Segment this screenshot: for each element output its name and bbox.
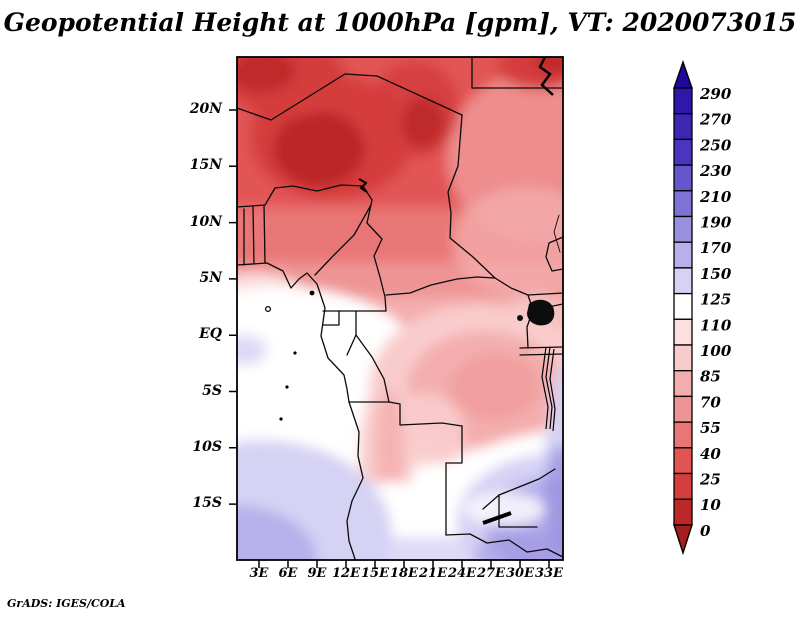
colorbar-segment [673,498,693,526]
colorbar-level-label: 55 [700,419,721,437]
colorbar-level-label: 100 [700,342,732,360]
x-axis-tick-label: 3E [249,566,269,581]
map-field [237,57,563,560]
colorbar-level-label: 85 [700,368,721,386]
colorbar-level-label: 250 [699,136,732,154]
colorbar-segment [673,421,693,449]
colorbar-level-label: 170 [700,239,732,257]
colorbar-segment [673,370,693,398]
colorbar-segment [673,267,693,295]
x-axis-tick-label: 18E [390,566,418,581]
x-axis-tick-label: 15E [361,566,389,581]
lakes-and-rivers [265,57,556,525]
x-axis-tick-label: 27E [477,566,505,581]
y-axis-tick-label: 15S [192,495,222,512]
x-axis-tick-label: 6E [278,566,298,581]
colorbar-level-label: 0 [700,522,711,540]
colorbar-segment [673,344,693,372]
colorbar-level-label: 10 [700,496,721,514]
lake-chad [358,178,368,193]
y-axis-tick-label: EQ [199,326,222,343]
lake-victoria [527,299,555,326]
colorbar-segment [673,215,693,243]
river-nile [538,57,554,96]
y-axis-tick-label: 15N [189,157,222,174]
colorbar-segment [673,292,693,320]
colorbar-level-label: 110 [700,316,732,334]
colorbar: 0 10 25 40 55 70 85 100 110 125 150 170 190 210 230 250… [673,59,732,556]
y-axis-tick-label: 10S [192,438,222,455]
colorbar-level-label: 125 [700,291,731,309]
y-axis-tick-label: 5N [199,269,222,286]
axis-ticks [229,109,550,568]
colorbar-segment [673,164,693,192]
coastline [237,262,364,560]
colorbar-segment [673,113,693,141]
x-axis-tick-label: 33E [535,566,563,581]
colorbar-segment [673,87,693,115]
x-axis-tick-label: 24E [448,566,476,581]
x-axis-tick-label: 30E [506,566,534,581]
colorbar-segment [673,138,693,166]
colorbar-level-label: 40 [700,445,721,463]
colorbar-level-label: 150 [700,265,732,283]
map-frame [236,56,564,561]
colorbar-level-label: 190 [700,214,732,232]
x-axis-tick-label: 9E [307,566,327,581]
colorbar-arrow-bottom [673,524,693,556]
lake-tanganyika [541,346,556,432]
colorbar-level-label: 290 [699,85,732,103]
colorbar-level-label: 270 [699,111,732,129]
colorbar-segment [673,472,693,500]
source-credit: GrADS: IGES/COLA [7,597,126,610]
colorbar-arrow-top [673,59,693,89]
country-borders [237,57,563,560]
colorbar-segment [673,395,693,423]
lake-slash [482,511,512,525]
y-axis-tick-label: 10N [189,213,222,230]
colorbar-level-label: 230 [699,162,732,180]
x-axis-tick-label: 21E [419,566,447,581]
colorbar-segment [673,318,693,346]
colorbar-segment [673,447,693,475]
plot-title: Geopotential Height at 1000hPa [gpm], VT… [3,8,797,37]
island-bioko [309,290,315,296]
colorbar-segment [673,241,693,269]
colorbar-segment [673,190,693,218]
x-axis-tick-label: 12E [332,566,360,581]
colorbar-level-label: 70 [700,393,721,411]
colorbar-level-label: 210 [699,188,732,206]
y-axis-tick-label: 20N [189,101,222,117]
y-axis-tick-label: 5S [202,382,222,399]
colorbar-level-label: 25 [699,471,721,489]
